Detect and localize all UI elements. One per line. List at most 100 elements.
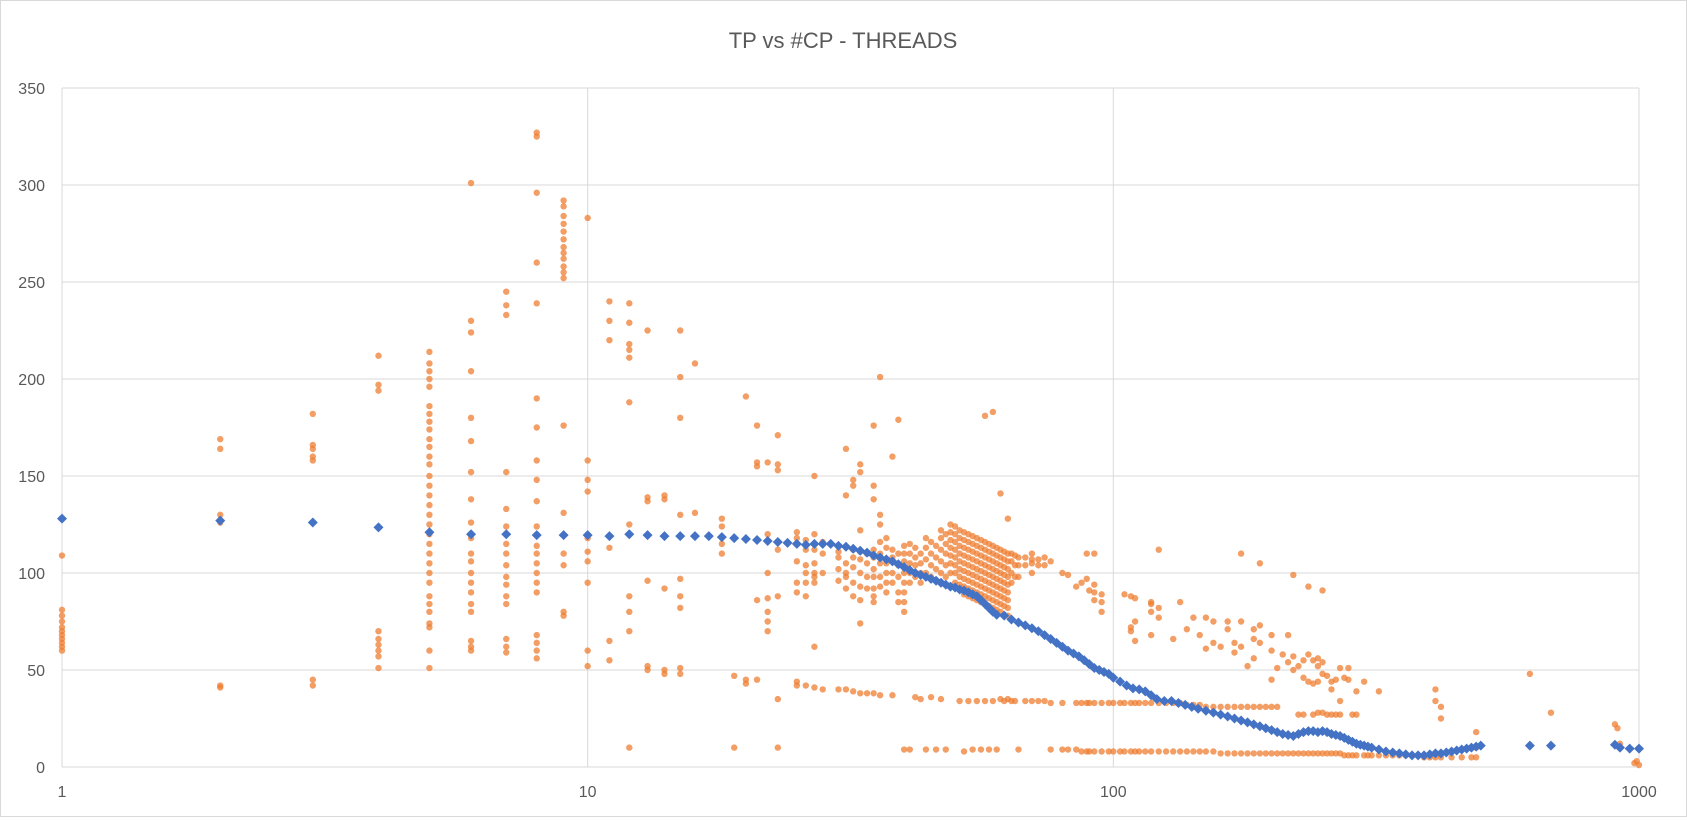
data-point-circle <box>1635 761 1643 769</box>
data-point-circle <box>793 682 801 689</box>
data-point-diamond <box>991 609 1002 620</box>
data-point-circle <box>850 482 857 489</box>
data-point-circle <box>764 531 771 538</box>
data-point-circle <box>560 274 567 282</box>
data-point-circle <box>691 509 699 517</box>
data-point-circle <box>677 604 684 612</box>
data-point-diamond <box>642 530 653 541</box>
data-point-diamond <box>772 536 783 547</box>
data-point-circle <box>1305 651 1312 658</box>
data-point-circle <box>533 550 540 557</box>
y-tick-label: 150 <box>18 469 45 486</box>
data-point-circle <box>1091 550 1098 557</box>
data-point-circle <box>802 562 810 569</box>
data-point-circle <box>753 422 761 429</box>
data-point-circle <box>1336 664 1344 672</box>
data-point-circle <box>1319 750 1326 757</box>
data-point-circle <box>883 589 890 596</box>
data-point-diamond <box>373 522 384 533</box>
data-point-circle <box>1064 571 1072 579</box>
data-point-circle <box>1131 595 1139 602</box>
data-point-circle <box>606 637 613 645</box>
data-point-circle <box>951 554 959 561</box>
data-point-circle <box>942 540 949 548</box>
data-point-circle <box>1295 750 1302 757</box>
data-point-circle <box>1224 618 1231 625</box>
data-point-circle <box>870 546 877 553</box>
data-point-circle <box>677 664 684 672</box>
data-point-circle <box>835 554 842 561</box>
data-point-circle <box>426 501 433 509</box>
data-point-circle <box>533 631 540 639</box>
data-point-circle <box>912 544 919 551</box>
data-point-circle <box>906 746 913 753</box>
data-point-circle <box>842 573 850 581</box>
data-point-circle <box>876 560 884 567</box>
data-point-circle <box>937 527 945 534</box>
data-point-circle <box>467 569 475 577</box>
data-point-circle <box>1127 628 1135 635</box>
data-point-circle <box>503 573 510 581</box>
data-point-circle <box>677 670 684 678</box>
data-point-circle <box>842 686 850 693</box>
data-point-circle <box>1284 750 1292 757</box>
data-point-circle <box>906 560 913 567</box>
data-point-diamond <box>1394 748 1405 759</box>
data-point-circle <box>850 554 857 561</box>
data-point-diamond <box>1475 740 1486 751</box>
data-point-circle <box>811 579 818 586</box>
data-point-circle <box>1110 699 1117 707</box>
data-point-circle <box>718 523 726 530</box>
data-point-circle <box>857 461 864 468</box>
data-point-circle <box>1375 752 1383 759</box>
data-point-circle <box>997 490 1004 497</box>
data-point-circle <box>1155 546 1162 553</box>
data-point-circle <box>1268 631 1275 639</box>
data-point-circle <box>1176 748 1184 755</box>
data-point-circle <box>906 550 913 557</box>
data-point-circle <box>1183 748 1191 755</box>
data-point-circle <box>1250 655 1257 662</box>
data-point-circle <box>560 212 567 220</box>
data-point-circle <box>876 511 884 518</box>
data-point-circle <box>426 472 433 480</box>
data-point-circle <box>1142 699 1149 707</box>
data-point-circle <box>626 354 633 361</box>
data-point-circle <box>876 521 884 528</box>
data-point-circle <box>560 203 567 210</box>
data-point-circle <box>900 598 908 606</box>
data-point-circle <box>876 373 884 381</box>
data-point-circle <box>503 635 510 643</box>
data-point-diamond <box>501 529 512 540</box>
data-point-diamond <box>1373 744 1384 755</box>
data-point-circle <box>584 579 591 586</box>
data-point-circle <box>753 463 761 470</box>
data-point-circle <box>58 606 66 614</box>
data-point-circle <box>426 579 433 586</box>
data-point-circle <box>819 550 826 557</box>
data-point-circle <box>932 554 940 561</box>
data-point-circle <box>426 435 433 443</box>
data-point-circle <box>863 560 871 567</box>
data-point-circle <box>1083 550 1090 557</box>
data-point-circle <box>1314 662 1322 670</box>
data-point-circle <box>217 684 224 691</box>
data-point-circle <box>774 695 782 703</box>
data-point-circle <box>1309 750 1317 757</box>
data-point-circle <box>1004 596 1012 604</box>
data-point-circle <box>661 670 668 678</box>
data-point-circle <box>1131 637 1139 645</box>
data-point-circle <box>1073 746 1080 753</box>
data-point-circle <box>895 589 902 596</box>
data-point-diamond <box>703 531 714 542</box>
data-point-circle <box>560 612 567 619</box>
data-point-circle <box>1136 748 1143 755</box>
data-point-circle <box>661 496 668 503</box>
data-point-circle <box>774 744 782 751</box>
data-point-circle <box>677 575 684 583</box>
data-point-circle <box>467 579 475 586</box>
data-point-circle <box>1183 626 1191 633</box>
data-point-circle <box>912 562 919 569</box>
data-point-circle <box>1217 643 1224 650</box>
data-point-circle <box>560 550 567 557</box>
